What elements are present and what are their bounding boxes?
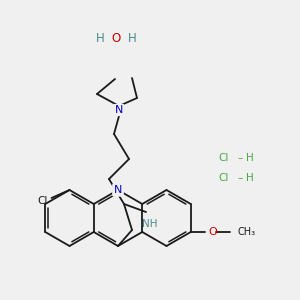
Text: NH: NH bbox=[142, 219, 158, 229]
Text: CH₃: CH₃ bbox=[238, 227, 256, 237]
Text: Cl: Cl bbox=[218, 173, 228, 183]
Text: H: H bbox=[96, 32, 104, 44]
Text: N: N bbox=[115, 105, 123, 115]
Text: N: N bbox=[114, 185, 122, 195]
Text: Cl: Cl bbox=[218, 153, 228, 163]
Text: H: H bbox=[128, 32, 136, 44]
Text: H: H bbox=[246, 173, 254, 183]
Text: O: O bbox=[209, 227, 218, 237]
Text: –: – bbox=[237, 153, 242, 163]
Text: O: O bbox=[111, 32, 121, 44]
Text: H: H bbox=[246, 153, 254, 163]
Text: –: – bbox=[237, 173, 242, 183]
Text: Cl: Cl bbox=[37, 196, 48, 206]
